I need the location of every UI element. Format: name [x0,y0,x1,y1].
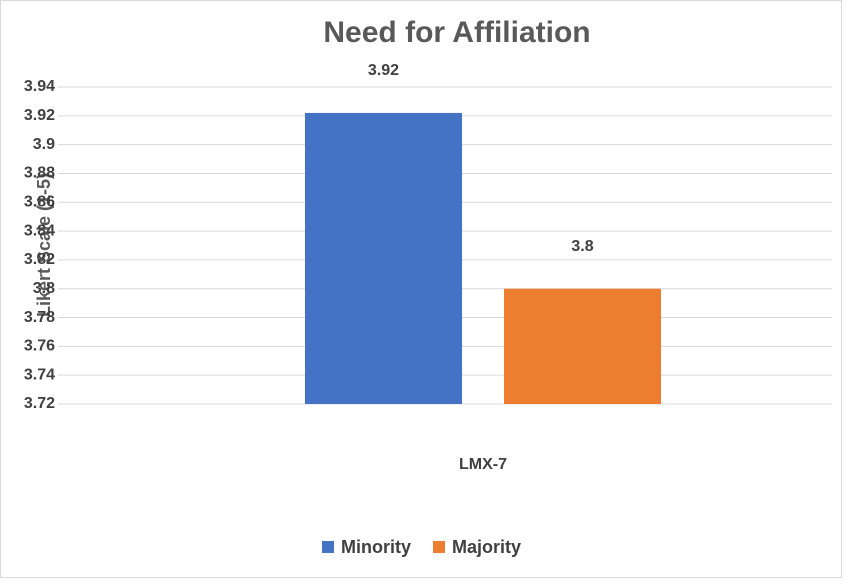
y-tick-label: 3.8 [33,280,55,297]
y-tick-label: 3.84 [24,222,55,239]
y-tick-label: 3.82 [24,251,55,268]
y-tick-label: 3.9 [33,136,55,153]
y-tick-label: 3.78 [24,309,55,326]
bar [504,288,661,404]
x-tick-label: LMX-7 [459,456,507,473]
chart-title: Need for Affiliation [323,16,590,49]
data-label: 3.8 [571,238,593,255]
legend-swatch [322,541,334,553]
legend-swatch [433,541,445,553]
y-tick-label: 3.86 [24,193,55,210]
y-tick-label: 3.88 [24,165,55,182]
y-tick-label: 3.72 [24,395,55,412]
y-tick-label: 3.74 [24,366,55,383]
y-axis-label: Likert Scale (1-5) [34,173,54,317]
legend-label: Minority [341,537,411,557]
data-label: 3.92 [368,62,399,79]
y-tick-label: 3.92 [24,107,55,124]
legend-label: Majority [452,537,521,557]
bar [305,112,462,404]
y-tick-label: 3.94 [24,78,55,95]
y-tick-label: 3.76 [24,338,55,355]
